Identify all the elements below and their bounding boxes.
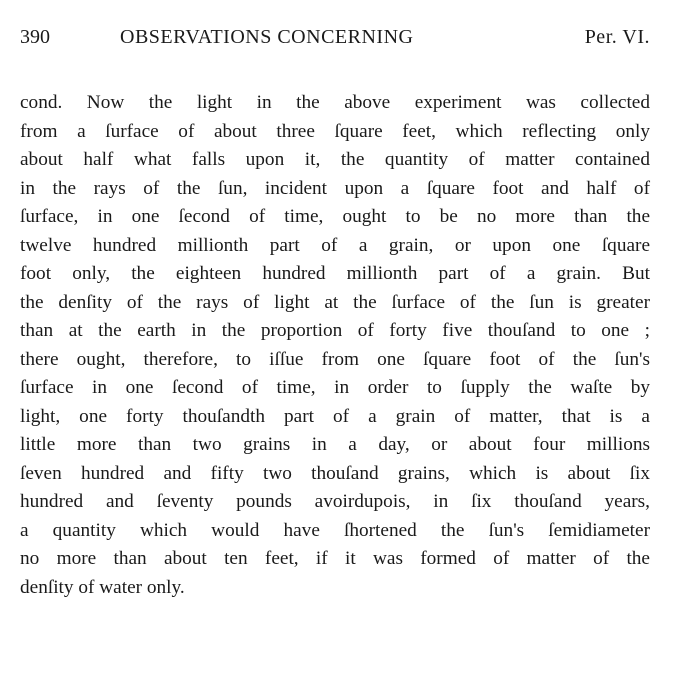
text-line: a quantity which would have ſhortened th… xyxy=(20,519,650,541)
text-line: the denſity of the rays of light at the … xyxy=(20,291,650,313)
body-text: cond. Now the light in the above experim… xyxy=(20,89,650,602)
running-header: 390 OBSERVATIONS CONCERNING Per. VI. xyxy=(20,26,650,54)
running-title: OBSERVATIONS CONCERNING xyxy=(120,26,414,48)
text-line: from a ſurface of about three ſquare fee… xyxy=(20,120,650,142)
text-line: ſurface, in one ſecond of time, ought to… xyxy=(20,206,650,227)
text-line: cond. Now the light in the above experim… xyxy=(20,92,650,113)
page-number: 390 xyxy=(20,26,50,48)
text-line: denſity of water only. xyxy=(20,576,185,598)
text-line: little more than two grains in a day, or… xyxy=(20,434,650,455)
text-line: light, one forty thouſandth part of a gr… xyxy=(20,405,650,427)
section-label: Per. VI. xyxy=(584,26,650,48)
text-line: about half what falls upon it, the quant… xyxy=(20,149,650,170)
text-line: ſeven hundred and fifty two thouſand gra… xyxy=(20,462,650,484)
text-line: in the rays of the ſun, incident upon a … xyxy=(20,177,650,199)
text-line: foot only, the eighteen hundred milliont… xyxy=(20,263,650,284)
text-line: hundred and ſeventy pounds avoirdupois, … xyxy=(20,491,650,512)
text-line: than at the earth in the proportion of f… xyxy=(20,320,650,341)
text-line: ſurface in one ſecond of time, in order … xyxy=(20,377,650,398)
text-line: no more than about ten feet, if it was f… xyxy=(20,548,650,569)
text-line: there ought, therefore, to iſſue from on… xyxy=(20,348,650,370)
text-line: twelve hundred millionth part of a grain… xyxy=(20,234,650,256)
